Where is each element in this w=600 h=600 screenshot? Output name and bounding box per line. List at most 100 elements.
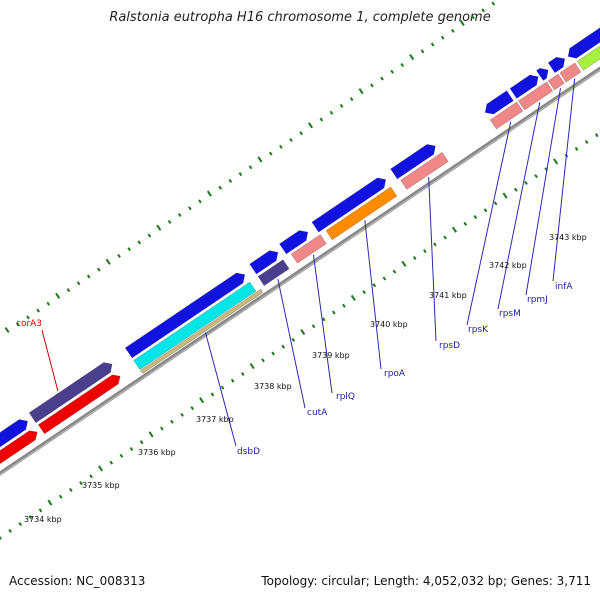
tick-mark [46,301,51,306]
cds-feature [567,27,600,59]
tick-label: 3737 kbp [196,415,234,424]
tick-mark [319,117,324,122]
rpmJ-callout [525,88,561,296]
rpsD-callout [428,177,437,342]
tick-mark [97,465,103,472]
tick-mark [119,453,124,458]
tick-mark [230,378,235,383]
tan-feature [139,288,264,375]
tick-mark [261,358,265,363]
tick-mark [137,240,142,245]
tick-mark [514,187,518,192]
tick-mark [502,192,508,199]
gene-label-infA: infA [555,282,573,292]
outer-tick-ring [4,1,496,334]
tick-mark [382,276,387,281]
rplQ-feature [290,234,327,264]
green-feature [576,45,600,71]
tick-mark [553,158,559,165]
tick-mark [451,28,455,33]
gene-label-rpoA: rpoA [384,369,406,379]
tick-mark [69,487,73,492]
tick-mark [584,140,589,145]
tick-mark [271,351,275,356]
tick-mark [8,528,12,533]
cyan-feature [133,281,257,370]
tick-mark [58,494,63,499]
corA3-callout [41,329,59,392]
tick-label: 3734 kbp [24,515,62,524]
tick-mark [55,292,61,299]
tick-mark [147,233,152,238]
gene-label-cutA: cutA [307,408,328,418]
tick-mark [36,308,40,313]
tick-mark [206,190,212,197]
tick-mark [16,322,20,327]
cds-feature [249,250,279,275]
tick-mark [156,224,162,231]
backbone-highlight [0,69,600,476]
rna-feature-red [0,430,38,465]
tick-mark [47,499,53,506]
tick-mark [129,446,134,452]
gene-features [0,27,600,465]
infA-callout [552,78,576,282]
tick-mark [289,137,293,143]
tick-mark [170,419,174,424]
tick-mark [392,269,397,274]
cds-feature [279,230,309,255]
tick-mark [198,199,202,204]
tick-mark [180,412,184,417]
tick-mark [148,431,154,438]
map-title: Ralstonia eutropha H16 chromosome 1, com… [109,10,491,25]
rpmJ-feature [547,73,565,91]
tick-mark [459,19,465,27]
tick-mark [300,328,306,336]
tick-mark [440,35,445,40]
tick-mark [26,315,30,320]
tick-mark [574,146,579,151]
tick-mark [86,274,91,279]
accession-text: Accession: NC_008313 [9,574,146,588]
tick-mark [331,310,336,315]
gene-label-rpsD: rpsD [439,341,460,351]
tick-mark [268,151,273,156]
tick-mark [117,253,121,258]
tick-mark [109,460,114,465]
tick-mark [362,290,366,295]
tick-mark [420,49,425,54]
cds-feature [311,177,387,233]
tick-mark [594,133,599,138]
tick-mark [190,406,195,411]
tick-mark [349,97,354,102]
cds-feature [536,67,549,81]
gene-label-rpsM: rpsM [499,309,521,319]
rplQ-callout [312,254,333,394]
tick-mark [97,267,101,272]
tick-label: 3742 kbp [489,261,527,270]
tick-mark [89,474,93,479]
gene-label-rplQ: rplQ [336,392,355,402]
tick-mark [299,131,303,136]
tick-mark [443,235,447,240]
tick-label: 3738 kbp [254,382,292,391]
tick-mark [321,317,326,322]
tick-mark [463,221,468,226]
tick-mark [390,69,394,74]
tick-label: 3735 kbp [82,481,120,490]
tick-mark [66,288,71,293]
tick-mark [400,62,405,67]
rna-feature-red [37,374,121,435]
tick-label: 3740 kbp [370,320,408,329]
tick-mark [409,54,415,61]
tick-mark [139,440,144,445]
gene-label-rpmJ: rpmJ [527,295,548,305]
tick-mark [76,281,81,286]
tick-mark [28,515,33,520]
cutA-callout [277,278,306,409]
tick-mark [350,294,356,301]
tick-mark [329,110,334,115]
cds-feature [484,90,514,115]
tick-mark [372,283,377,288]
tick-mark [279,144,283,149]
